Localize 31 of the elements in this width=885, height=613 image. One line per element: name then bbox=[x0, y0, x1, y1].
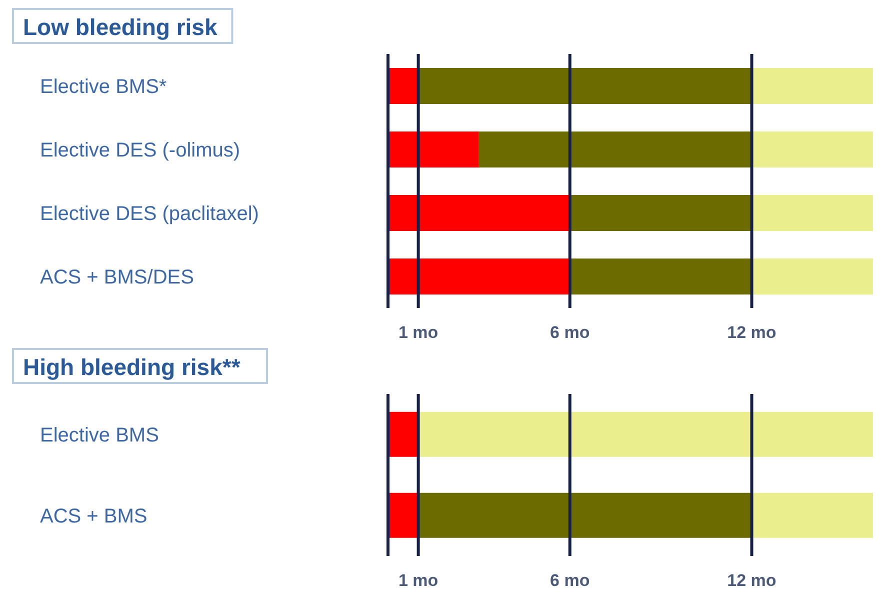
category-label: Elective BMS bbox=[40, 424, 159, 446]
bar bbox=[752, 258, 873, 294]
bar bbox=[388, 492, 418, 538]
category-label: ACS + BMS/DES bbox=[40, 266, 194, 288]
bar bbox=[752, 492, 873, 538]
text: Low bleeding risk bbox=[23, 14, 218, 40]
bar bbox=[570, 258, 752, 294]
bar bbox=[418, 68, 752, 104]
bar bbox=[418, 492, 752, 538]
bar bbox=[752, 194, 873, 231]
bar bbox=[752, 131, 873, 168]
x-tick-label: 6 mo bbox=[550, 323, 590, 342]
text: High bleeding risk** bbox=[23, 354, 240, 380]
bar bbox=[478, 131, 752, 168]
category-label: Elective DES (paclitaxel) bbox=[40, 202, 259, 225]
x-tick-label: 12 mo bbox=[727, 571, 776, 590]
category-label: ACS + BMS bbox=[40, 506, 148, 528]
bar bbox=[570, 194, 752, 231]
bar bbox=[388, 68, 418, 104]
bar bbox=[388, 131, 479, 168]
x-tick-label: 1 mo bbox=[398, 571, 438, 590]
category-label: Elective BMS* bbox=[40, 76, 167, 98]
x-tick-label: 6 mo bbox=[550, 571, 590, 590]
bar bbox=[418, 412, 873, 457]
bar bbox=[388, 258, 570, 294]
category-label: Elective DES (-olimus) bbox=[40, 139, 240, 162]
bar bbox=[388, 194, 570, 231]
bar bbox=[752, 68, 873, 104]
x-tick-label: 12 mo bbox=[727, 323, 776, 342]
bar bbox=[388, 412, 418, 457]
x-tick-label: 1 mo bbox=[398, 323, 438, 342]
